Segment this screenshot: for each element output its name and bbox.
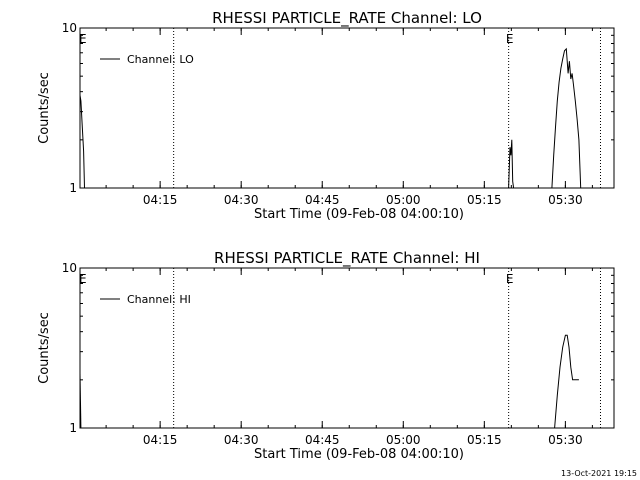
y-tick-label: 1: [69, 181, 77, 195]
event-marker-label: E: [506, 32, 514, 46]
x-tick-label: 04:45: [305, 433, 340, 447]
x-tick-label: 05:30: [548, 193, 583, 207]
series-line-segment: [551, 47, 582, 189]
series-line-segment: [79, 95, 85, 189]
x-tick-label: 05:15: [467, 433, 502, 447]
y-tick-label: 1: [69, 421, 77, 435]
y-axis-label: Counts/sec: [37, 312, 52, 384]
event-marker-label: E: [506, 272, 514, 286]
x-tick-label: 05:00: [386, 193, 421, 207]
x-tick-label: 04:30: [224, 193, 259, 207]
y-axis-label: Counts/sec: [37, 72, 52, 144]
legend-label: Channel: LO: [127, 53, 194, 66]
y-tick-label: 10: [62, 261, 77, 275]
event-marker-label: E: [79, 32, 87, 46]
x-tick-label: 05:15: [467, 193, 502, 207]
event-marker-label: E: [79, 272, 87, 286]
plot-frame: [79, 267, 615, 429]
y-tick-label: 10: [62, 21, 77, 35]
x-tick-label: 04:15: [143, 433, 178, 447]
series-line-segment: [554, 334, 579, 429]
series-line-segment: [79, 373, 82, 429]
series-line-segment: [508, 139, 515, 189]
x-tick-label: 05:30: [548, 433, 583, 447]
plot-frame: [79, 27, 615, 189]
x-tick-label: 04:15: [143, 193, 178, 207]
legend-label: Channel: HI: [127, 293, 191, 306]
timestamp: 13-Oct-2021 19:15: [561, 469, 637, 478]
x-tick-label: 04:45: [305, 193, 340, 207]
chart-title: RHESSI PARTICLE_RATE Channel: LO: [212, 9, 482, 28]
chart-panel-hi: RHESSI PARTICLE_RATE Channel: HI 04:15 04:…: [37, 249, 615, 462]
chart-panel-lo: RHESSI PARTICLE_RATE Channel: LO 04:15 04:…: [37, 9, 615, 222]
x-axis-label: Start Time (09-Feb-08 04:00:10): [254, 447, 464, 462]
chart-title: RHESSI PARTICLE_RATE Channel: HI: [214, 249, 480, 268]
x-axis-label: Start Time (09-Feb-08 04:00:10): [254, 207, 464, 222]
x-tick-label: 04:30: [224, 433, 259, 447]
x-tick-label: 05:00: [386, 433, 421, 447]
